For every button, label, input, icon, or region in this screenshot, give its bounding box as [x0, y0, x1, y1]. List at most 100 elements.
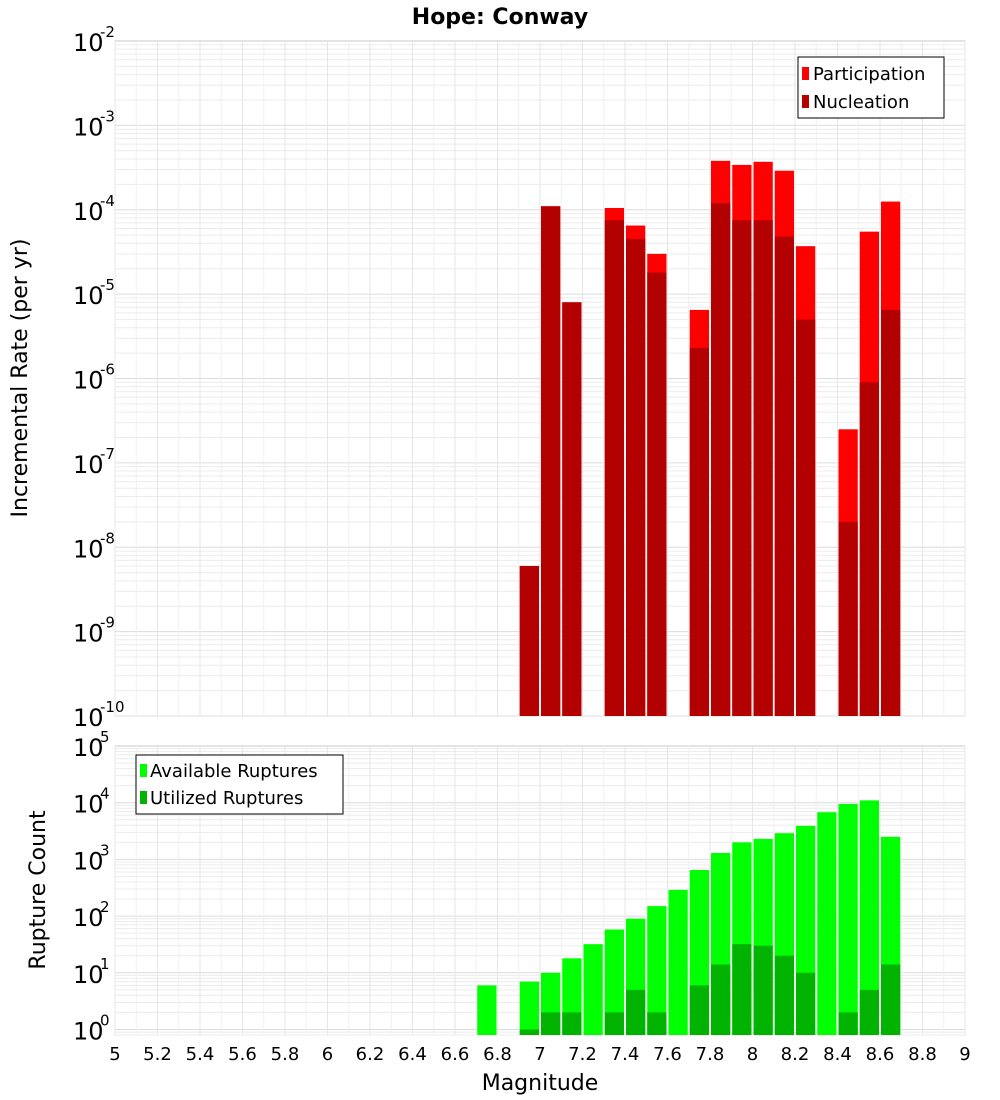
x-tick-label: 7	[534, 1044, 545, 1065]
rupture-legend: Available Ruptures Utilized Ruptures	[135, 754, 344, 815]
rupture-legend-box	[135, 754, 344, 815]
x-tick-label: 5	[109, 1044, 120, 1065]
x-tick-label: 8.4	[823, 1044, 852, 1065]
nucleation-bar	[838, 521, 858, 716]
nucleation-bar	[796, 319, 816, 716]
available-ruptures-bar	[859, 800, 879, 1035]
rupture-y-tick-exponent: 1	[100, 955, 110, 973]
rupture-y-tick-base: 10	[73, 791, 104, 819]
rate-y-tick-exponent: -2	[100, 23, 115, 41]
rupture-y-tick-exponent: 2	[100, 898, 110, 916]
utilized-ruptures-bar	[859, 989, 879, 1035]
rate-y-tick-base: 10	[73, 620, 104, 648]
nucleation-legend-label: Nucleation	[813, 92, 909, 113]
rate-y-tick-base: 10	[73, 113, 104, 141]
x-axis-label: Magnitude	[482, 1071, 599, 1096]
rupture-y-tick-exponent: 5	[100, 728, 110, 746]
rate-y-tick-exponent: -5	[100, 276, 115, 294]
x-tick-label: 5.6	[228, 1044, 257, 1065]
rupture-y-tick-exponent: 0	[100, 1012, 110, 1030]
nucleation-bar	[689, 347, 709, 716]
x-tick-label: 9	[959, 1044, 970, 1065]
available-ruptures-legend-label: Available Ruptures	[150, 761, 318, 782]
x-tick-label: 8.8	[908, 1044, 937, 1065]
rate-y-tick-exponent: -3	[100, 107, 115, 125]
rate-y-tick-base: 10	[73, 451, 104, 479]
nucleation-bar	[541, 206, 561, 716]
utilized-ruptures-bar	[626, 989, 646, 1035]
x-tick-label: 8.6	[866, 1044, 895, 1065]
x-tick-label: 6.6	[441, 1044, 470, 1065]
available-ruptures-bar	[519, 981, 539, 1035]
rate-y-tick-exponent: -8	[100, 529, 115, 547]
rate-y-tick-base: 10	[73, 282, 104, 310]
nucleation-bar	[753, 220, 773, 717]
x-tick-label: 8	[747, 1044, 758, 1065]
nucleation-bar	[562, 302, 582, 716]
rupture-y-tick-exponent: 3	[100, 841, 110, 859]
nucleation-bar	[859, 382, 879, 716]
available-ruptures-bar	[604, 929, 624, 1035]
rupture-y-tick-base: 10	[73, 734, 104, 762]
rupture-y-tick-base: 10	[73, 904, 104, 932]
x-tick-label: 8.2	[781, 1044, 810, 1065]
rate-y-tick-exponent: -7	[100, 445, 115, 463]
utilized-ruptures-bar	[838, 1012, 858, 1035]
nucleation-bar	[881, 309, 901, 716]
nucleation-bar	[626, 239, 646, 716]
rate-gridlines	[114, 41, 966, 717]
available-ruptures-bar	[477, 985, 497, 1035]
available-ruptures-bar	[838, 803, 858, 1035]
x-tick-label: 5.2	[143, 1044, 172, 1065]
x-tick-label: 7.8	[696, 1044, 725, 1065]
nucleation-bar	[519, 565, 539, 716]
rupture-y-tick-exponent: 4	[100, 785, 110, 803]
x-tick-label: 6.8	[483, 1044, 512, 1065]
rate-y-tick-exponent: -4	[100, 192, 115, 210]
utilized-ruptures-legend-swatch	[140, 791, 147, 804]
nucleation-bar	[711, 203, 731, 716]
rate-y-tick-exponent: -6	[100, 361, 115, 379]
x-tick-label: 5.8	[271, 1044, 300, 1065]
available-ruptures-bar	[668, 889, 688, 1035]
rupture-y-tick-base: 10	[73, 1018, 104, 1046]
nucleation-bar	[732, 220, 752, 717]
rate-y-tick-base: 10	[73, 535, 104, 563]
available-ruptures-legend-swatch	[140, 764, 147, 777]
x-tick-label: 6	[322, 1044, 333, 1065]
rate-y-tick-base: 10	[73, 367, 104, 395]
rupture-y-tick-base: 10	[73, 847, 104, 875]
rupture-y-axis-label: Rupture Count	[26, 810, 51, 970]
utilized-ruptures-bar	[562, 1012, 582, 1035]
rate-y-tick-base: 10	[73, 198, 104, 226]
nucleation-legend-swatch	[802, 95, 809, 108]
chart-title: Hope: Conway	[412, 5, 588, 30]
utilized-ruptures-bar	[519, 1029, 539, 1035]
x-tick-label: 6.2	[356, 1044, 385, 1065]
participation-legend-label: Participation	[813, 64, 925, 85]
rate-y-tick-base: 10	[73, 704, 104, 732]
utilized-ruptures-bar	[753, 945, 773, 1035]
nucleation-bar	[604, 220, 624, 717]
rate-bars	[519, 160, 901, 717]
rupture-bars	[477, 800, 901, 1035]
utilized-ruptures-bar	[647, 1012, 667, 1035]
rate-legend: Participation Nucleation	[797, 56, 945, 119]
rate-y-tick-labels: 10-210-310-410-510-610-710-810-910-10	[73, 23, 125, 732]
x-tick-label: 7.6	[653, 1044, 682, 1065]
rate-y-tick-exponent: -10	[100, 698, 125, 716]
rate-y-tick-base: 10	[73, 29, 104, 57]
utilized-ruptures-legend-label: Utilized Ruptures	[150, 788, 303, 809]
nucleation-bar	[647, 272, 667, 716]
available-ruptures-bar	[647, 906, 667, 1035]
magnitude-x-tick-labels: 5 5.2 5.4 5.6 5.8 6 6.2 6.4 6.6 6.8 7 7.2 7.4 7.6 7.8 8…	[109, 1044, 970, 1065]
utilized-ruptures-bar	[732, 944, 752, 1035]
x-tick-label: 7.2	[568, 1044, 597, 1065]
rate-legend-box	[797, 56, 945, 119]
utilized-ruptures-bar	[796, 972, 816, 1035]
utilized-ruptures-bar	[541, 1012, 561, 1035]
available-ruptures-bar	[817, 812, 837, 1035]
utilized-ruptures-bar	[881, 964, 901, 1035]
